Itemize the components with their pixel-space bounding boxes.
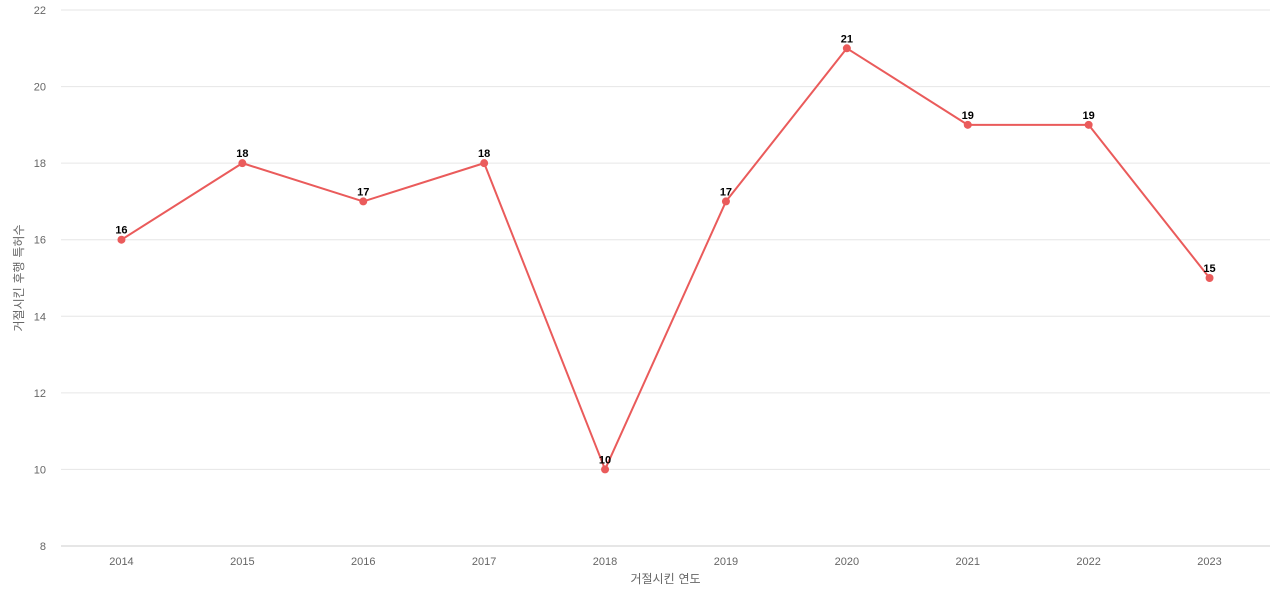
y-tick-label: 20 [34,82,46,94]
y-axis-title: 거절시킨 후행 특허수 [11,225,26,332]
x-axis-ticks: 2014 2015 2016 2017 2018 2019 2020 2021 2022 2023 [109,556,1222,568]
data-label: 17 [357,186,369,198]
x-tick-label: 2015 [230,556,254,568]
y-tick-label: 14 [34,311,46,323]
y-tick-label: 12 [34,388,46,400]
data-label: 16 [115,225,127,237]
x-tick-label: 2014 [109,556,133,568]
data-label: 18 [236,148,248,160]
y-tick-label: 10 [34,464,46,476]
grid-lines [61,9,1270,470]
data-label: 18 [478,148,490,160]
data-point[interactable] [480,159,489,168]
x-tick-label: 2016 [351,556,375,568]
data-label: 15 [1203,263,1215,275]
data-point[interactable] [117,235,126,244]
data-label: 10 [599,454,611,466]
x-tick-label: 2022 [1076,556,1100,568]
data-point[interactable] [601,465,610,474]
data-point[interactable] [842,44,851,53]
series-layer [117,44,1214,474]
data-labels: 16 18 17 18 10 17 21 19 19 15 [115,33,1215,466]
x-tick-label: 2018 [593,556,617,568]
data-label: 19 [962,110,974,122]
data-point[interactable] [1084,120,1093,129]
y-tick-label: 22 [34,5,46,17]
y-tick-label: 18 [34,158,46,170]
y-tick-label: 16 [34,235,46,247]
x-tick-label: 2023 [1197,556,1221,568]
data-point[interactable] [721,197,730,206]
data-label: 17 [720,186,732,198]
x-tick-label: 2020 [835,556,859,568]
data-point[interactable] [963,120,972,129]
x-tick-label: 2017 [472,556,496,568]
x-tick-label: 2019 [714,556,738,568]
y-axis-ticks: 8 10 12 14 16 18 20 22 [34,5,46,553]
series-line [120,47,1211,471]
data-point[interactable] [359,197,368,206]
data-label: 19 [1083,110,1095,122]
y-tick-label: 8 [40,541,46,553]
data-point[interactable] [1205,274,1214,282]
x-axis-title: 거절시킨 연도 [630,572,700,586]
data-label: 21 [841,33,853,45]
x-tick-label: 2021 [956,556,980,568]
data-point[interactable] [238,159,247,168]
